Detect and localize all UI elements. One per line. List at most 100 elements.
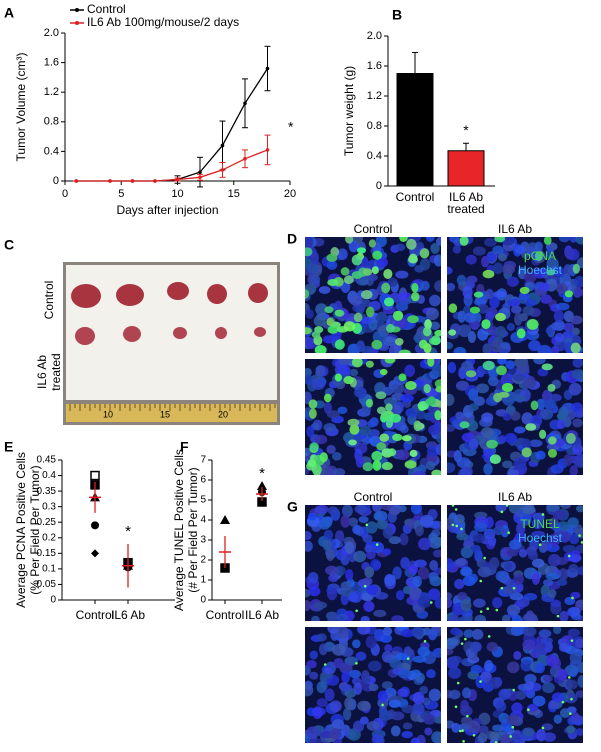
stained-nucleus [424, 319, 432, 330]
nucleus [349, 591, 363, 603]
stained-dot [495, 608, 499, 612]
x-tick-label: 10 [171, 188, 183, 200]
stained-nucleus [362, 462, 374, 472]
nucleus [533, 359, 546, 365]
nucleus [527, 550, 538, 561]
nucleus [326, 548, 335, 561]
nucleus [454, 578, 465, 590]
nucleus [574, 638, 583, 649]
nucleus [410, 669, 422, 678]
stained-nucleus [305, 247, 313, 257]
nucleus [340, 514, 351, 528]
nucleus [567, 628, 580, 638]
nucleus [480, 671, 492, 683]
stained-nucleus [431, 469, 441, 475]
nucleus [323, 401, 332, 414]
nucleus [366, 584, 378, 595]
nucleus [524, 673, 537, 684]
stained-dot [567, 554, 571, 558]
nucleus [314, 434, 328, 445]
nucleus [329, 700, 342, 713]
stained-dot [570, 639, 574, 642]
marker [91, 521, 99, 530]
stained-dot [567, 676, 571, 679]
nucleus [502, 395, 515, 406]
tumor [173, 327, 187, 339]
stained-nucleus [547, 384, 556, 392]
nucleus [572, 359, 583, 368]
nucleus [376, 257, 389, 268]
nucleus [534, 241, 543, 252]
marker [91, 549, 99, 558]
column-label: IL6 Ab [498, 222, 532, 236]
nucleus [460, 567, 473, 577]
nucleus [452, 245, 462, 254]
marker [108, 179, 112, 183]
nucleus [477, 303, 489, 314]
nucleus [388, 344, 399, 353]
stained-dot [578, 534, 581, 537]
bar [447, 150, 485, 187]
nucleus [428, 424, 441, 436]
stained-nucleus [572, 263, 580, 274]
nucleus [382, 548, 392, 556]
marker [257, 481, 267, 490]
nucleus [313, 315, 326, 327]
legend-label: IL6 Ab 100mg/mouse/2 days [87, 15, 239, 29]
nucleus [569, 315, 583, 325]
stained-nucleus [496, 365, 507, 376]
series-line [76, 149, 268, 182]
stained-dot [541, 726, 545, 730]
nucleus [427, 588, 441, 601]
stained-nucleus [340, 267, 350, 276]
nucleus [532, 695, 546, 707]
nucleus [453, 449, 462, 463]
nucleus [506, 604, 521, 616]
nucleus [537, 344, 552, 353]
nucleus [558, 642, 569, 652]
nucleus [309, 274, 321, 286]
nucleus [465, 254, 477, 265]
nucleus [417, 646, 430, 657]
stained-nucleus [539, 429, 547, 439]
marker [220, 515, 230, 524]
nucleus [316, 365, 326, 377]
tumor [75, 327, 95, 345]
stained-dot [507, 531, 510, 535]
nucleus [568, 382, 582, 396]
stained-nucleus [489, 454, 501, 465]
nucleus [484, 660, 494, 672]
nucleus [362, 672, 371, 685]
nucleus [424, 727, 433, 736]
nucleus [384, 574, 396, 586]
y-tick-label: 0.35 [37, 486, 57, 497]
panel-label: D [287, 231, 297, 247]
nucleus [550, 599, 562, 608]
nucleus [447, 462, 456, 473]
nucleus [545, 246, 555, 260]
stained-nucleus [379, 433, 390, 442]
stained-nucleus [501, 382, 514, 392]
stained-nucleus [327, 279, 339, 287]
nucleus [554, 267, 565, 278]
stained-nucleus [381, 282, 391, 294]
nucleus [507, 298, 521, 307]
stained-dot [479, 610, 483, 613]
nucleus [401, 704, 415, 714]
y-tick-label: 1.6 [367, 60, 382, 72]
nucleus [326, 260, 338, 270]
stained-dot [323, 663, 327, 666]
stained-nucleus [411, 292, 420, 302]
stained-dot [454, 508, 458, 511]
nucleus [305, 367, 312, 377]
nucleus [432, 364, 441, 377]
nucleus [353, 550, 367, 563]
nucleus [395, 270, 409, 279]
nucleus [425, 460, 436, 471]
nucleus [374, 510, 388, 522]
micrograph [447, 359, 583, 475]
nucleus [390, 725, 401, 737]
nucleus [411, 702, 425, 716]
nucleus [538, 629, 552, 638]
nucleus [315, 303, 328, 316]
